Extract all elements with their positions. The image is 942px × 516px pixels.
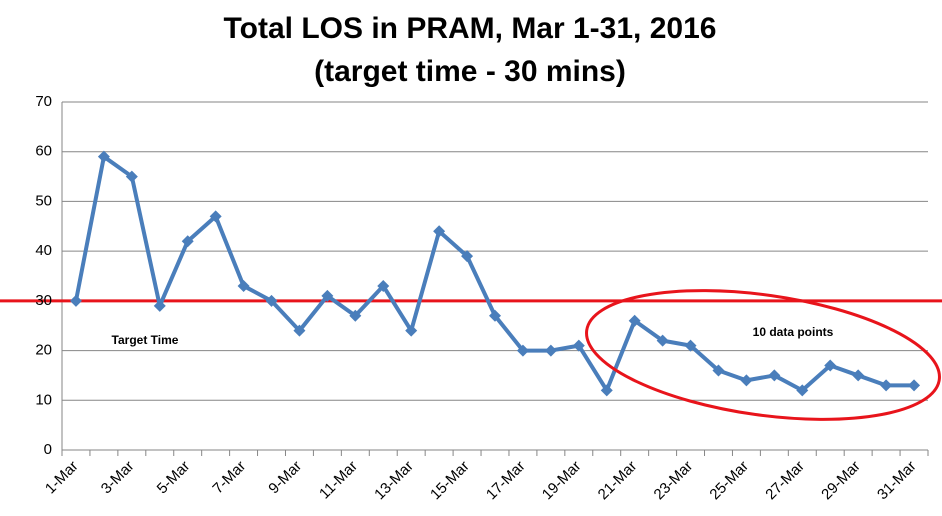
chart-subtitle: (target time - 30 mins) [314,55,626,88]
point-marker [265,294,278,307]
point-marker [572,339,585,352]
y-tick-label: 30 [35,292,52,309]
y-tick-label: 20 [35,342,52,359]
x-tick-label: 5-Mar [154,458,194,498]
y-tick-label: 0 [44,441,52,458]
point-marker [600,384,613,397]
point-marker [852,369,865,382]
x-tick-label: 9-Mar [265,458,305,498]
point-marker [880,379,893,392]
highlight-ellipse [585,289,941,421]
point-marker [628,314,641,327]
point-marker [908,379,921,392]
point-marker [656,334,669,347]
point-marker [321,289,334,302]
x-tick-label: 31-Mar [874,458,920,504]
x-tick-label: 25-Mar [706,458,752,504]
point-marker [796,384,809,397]
point-marker [544,344,557,357]
point-marker [712,364,725,377]
x-tick-label: 17-Mar [483,458,529,504]
highlight-label: 10 data points [753,325,834,339]
y-tick-label: 70 [35,93,52,110]
point-marker [349,309,362,322]
plot [0,150,942,397]
y-tick-label: 60 [35,143,52,160]
point-marker [684,339,697,352]
point-marker [824,359,837,372]
point-marker [97,150,110,163]
point-marker [489,309,501,322]
point-marker [181,235,194,248]
point-marker [69,294,82,307]
x-tick-label: 3-Mar [98,458,138,498]
point-marker [293,324,306,337]
x-tick-label: 11-Mar [316,458,361,503]
point-marker [433,225,446,238]
x-tick-label: 19-Mar [539,458,585,504]
point-marker [768,369,781,382]
x-tick-label: 15-Mar [427,458,473,504]
target-label: Target Time [112,333,179,347]
x-tick-label: 29-Mar [818,458,864,504]
chart-title: Total LOS in PRAM, Mar 1-31, 2016 [224,12,717,45]
x-tick-label: 7-Mar [209,458,249,498]
y-tick-label: 10 [35,391,52,408]
point-marker [377,279,390,292]
x-tick-label: 23-Mar [651,458,697,504]
point-marker [461,250,474,263]
point-marker [153,299,166,312]
point-marker [125,170,138,183]
y-tick-label: 40 [35,242,52,259]
x-tick-label: 13-Mar [371,458,417,504]
grid [61,101,929,456]
point-marker [740,374,753,387]
point-marker [209,210,222,223]
x-tick-label: 21-Mar [595,458,641,504]
point-marker [237,279,250,292]
point-marker [516,344,529,357]
series-line [74,154,915,393]
y-tick-label: 50 [35,192,52,209]
point-marker [405,324,418,337]
x-tick-label: 27-Mar [762,458,808,504]
x-tick-label: 1-Mar [42,458,82,498]
